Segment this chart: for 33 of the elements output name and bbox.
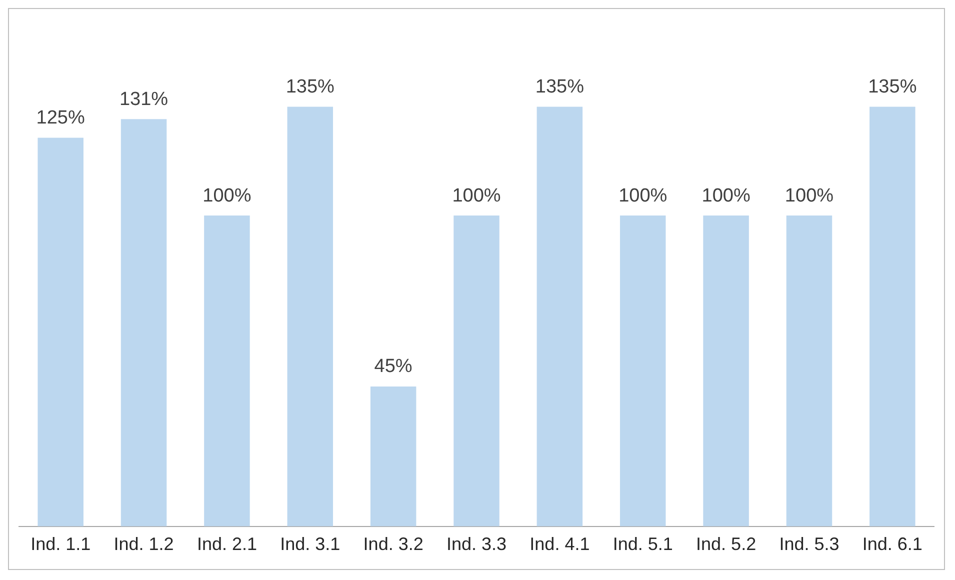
bar	[536, 106, 583, 526]
data-label: 125%	[36, 108, 85, 129]
bar	[38, 138, 84, 526]
bar	[120, 119, 167, 526]
x-tick-label: Ind. 5.3	[779, 534, 840, 554]
bar	[703, 216, 749, 526]
x-tick-label: Ind. 2.1	[196, 534, 257, 554]
x-tick-label: Ind. 1.1	[30, 534, 91, 554]
x-tick-label: Ind. 5.2	[696, 534, 756, 554]
data-label: 135%	[286, 76, 335, 98]
data-label: 45%	[374, 356, 412, 378]
bar	[786, 216, 832, 526]
x-tick-label: Ind. 1.2	[114, 534, 174, 554]
data-label: 135%	[868, 76, 917, 98]
bar	[204, 216, 250, 526]
data-label: 100%	[784, 185, 834, 206]
bar	[620, 216, 666, 526]
data-label: 100%	[452, 185, 501, 206]
x-tick-label: Ind. 6.1	[862, 534, 922, 554]
x-tick-label: Ind. 3.2	[363, 534, 424, 554]
x-tick-label: Ind. 3.3	[446, 534, 507, 554]
x-tick-label: Ind. 4.1	[530, 534, 590, 554]
data-label: 100%	[702, 185, 750, 206]
data-label: 135%	[535, 76, 584, 98]
bar	[287, 106, 334, 526]
x-tick-label: Ind. 3.1	[280, 534, 340, 554]
bar	[870, 106, 916, 526]
data-label: 100%	[202, 185, 252, 206]
data-label: 100%	[618, 185, 668, 206]
x-tick-label: Ind. 5.1	[612, 534, 673, 554]
data-label: 131%	[119, 88, 168, 110]
bar	[370, 386, 416, 526]
bar	[454, 216, 500, 526]
